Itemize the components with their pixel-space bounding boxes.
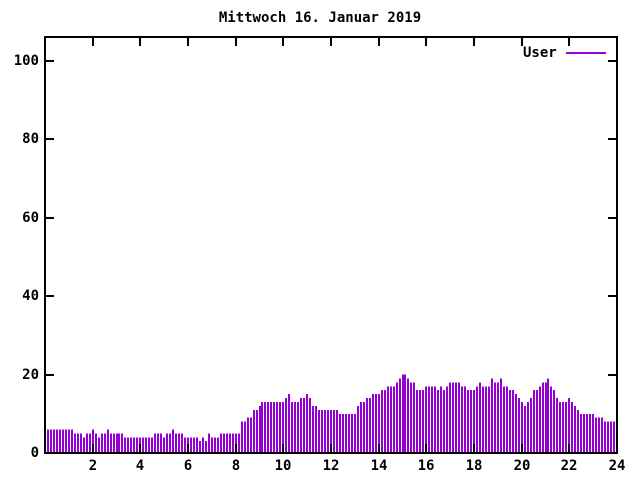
y-tick-label: 20 [22,367,39,383]
x-tick-label: 4 [135,458,145,474]
y-tick-label: 60 [22,210,39,226]
chart-title: Mittwoch 16. Januar 2019 [218,10,422,26]
x-tick-label: 16 [417,458,435,474]
legend-entry-user: User [523,45,557,61]
x-tick-label: 8 [231,458,241,474]
x-tick-label: 6 [183,458,193,474]
x-tick-label: 2 [88,458,98,474]
x-tick-label: 10 [274,458,292,474]
x-tick-label: 20 [513,458,531,474]
y-tick-label: 80 [22,131,39,147]
plot-border [44,36,618,454]
y-tick-label: 40 [22,288,39,304]
legend: User [523,45,606,61]
x-tick-label: 18 [465,458,483,474]
x-tick-label: 22 [560,458,578,474]
y-tick-label: 0 [30,445,39,461]
y-tick-label: 100 [13,53,39,69]
x-tick-label: 24 [608,458,626,474]
legend-line-swatch [565,52,606,54]
x-tick-label: 12 [322,458,340,474]
x-tick-label: 14 [370,458,388,474]
